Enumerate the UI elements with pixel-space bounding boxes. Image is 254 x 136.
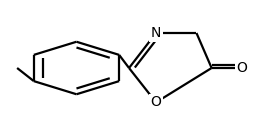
Text: O: O — [151, 95, 162, 109]
Text: O: O — [236, 61, 247, 75]
Text: N: N — [151, 26, 161, 40]
